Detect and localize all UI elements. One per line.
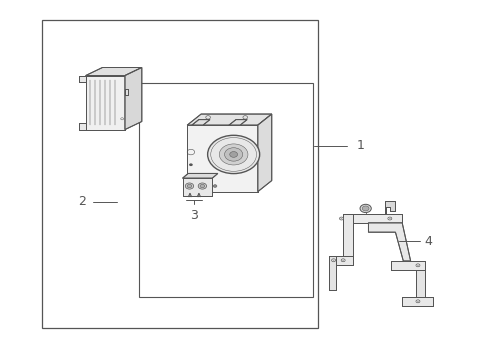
Circle shape (189, 163, 192, 166)
Circle shape (331, 259, 335, 262)
Circle shape (185, 183, 193, 189)
Circle shape (187, 184, 191, 188)
Circle shape (416, 265, 418, 266)
Circle shape (339, 217, 343, 220)
Circle shape (387, 217, 391, 220)
Circle shape (416, 301, 418, 302)
Polygon shape (390, 261, 424, 270)
Circle shape (198, 183, 206, 189)
Text: 4: 4 (424, 235, 431, 248)
Bar (139, 83, 312, 297)
Bar (125, 89, 127, 95)
Circle shape (332, 260, 334, 261)
Polygon shape (182, 174, 218, 178)
Circle shape (213, 185, 217, 188)
Circle shape (342, 260, 344, 261)
Circle shape (359, 204, 370, 212)
Circle shape (388, 218, 390, 219)
Polygon shape (415, 270, 424, 297)
Polygon shape (343, 214, 401, 223)
Polygon shape (343, 214, 352, 256)
Polygon shape (187, 125, 257, 192)
Polygon shape (401, 297, 432, 306)
Circle shape (341, 259, 345, 262)
Circle shape (415, 300, 419, 303)
Circle shape (340, 218, 342, 219)
Polygon shape (79, 76, 85, 82)
Bar (41, 20, 317, 328)
Bar (125, 89, 127, 95)
Polygon shape (85, 68, 142, 76)
Polygon shape (328, 256, 352, 265)
Circle shape (224, 148, 242, 161)
Text: 1: 1 (356, 139, 364, 152)
Polygon shape (125, 68, 142, 130)
Circle shape (207, 135, 259, 174)
Polygon shape (257, 114, 271, 192)
Circle shape (415, 264, 419, 267)
Polygon shape (79, 123, 85, 130)
Text: 3: 3 (189, 209, 197, 222)
Polygon shape (328, 256, 335, 290)
Polygon shape (385, 201, 395, 214)
Polygon shape (191, 120, 209, 125)
Polygon shape (85, 76, 125, 130)
Polygon shape (187, 114, 271, 125)
Circle shape (219, 144, 247, 165)
Circle shape (229, 152, 237, 157)
Polygon shape (182, 178, 212, 195)
Circle shape (200, 184, 204, 188)
Polygon shape (228, 120, 246, 125)
Text: 2: 2 (78, 195, 85, 208)
Polygon shape (368, 223, 410, 261)
Circle shape (362, 206, 368, 211)
